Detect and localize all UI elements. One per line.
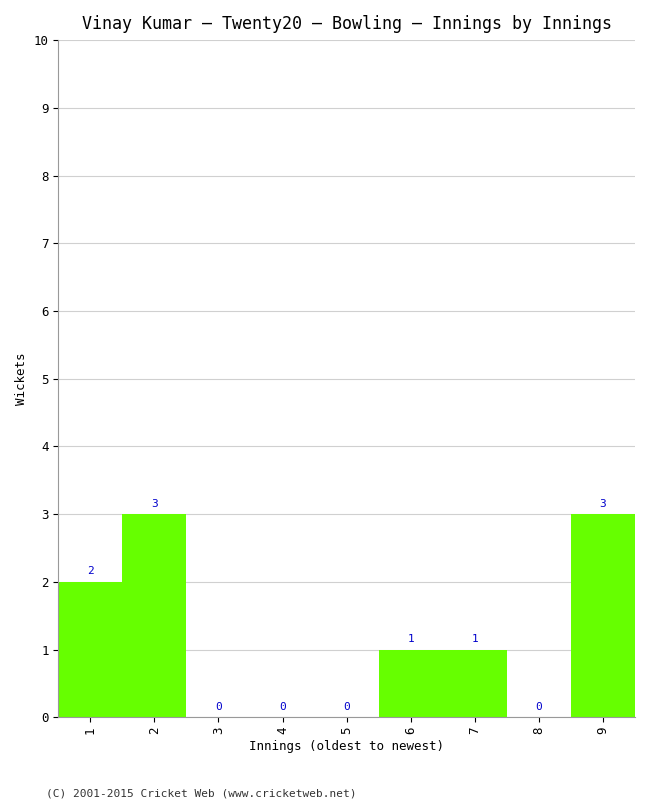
- Text: 0: 0: [215, 702, 222, 712]
- Text: 3: 3: [151, 498, 158, 509]
- Title: Vinay Kumar – Twenty20 – Bowling – Innings by Innings: Vinay Kumar – Twenty20 – Bowling – Innin…: [82, 15, 612, 33]
- Bar: [443, 650, 507, 718]
- Text: 1: 1: [471, 634, 478, 644]
- Bar: [58, 582, 122, 718]
- Text: 1: 1: [408, 634, 414, 644]
- Text: 0: 0: [343, 702, 350, 712]
- X-axis label: Innings (oldest to newest): Innings (oldest to newest): [249, 740, 444, 753]
- Text: (C) 2001-2015 Cricket Web (www.cricketweb.net): (C) 2001-2015 Cricket Web (www.cricketwe…: [46, 788, 356, 798]
- Bar: [379, 650, 443, 718]
- Bar: [571, 514, 635, 718]
- Text: 3: 3: [599, 498, 606, 509]
- Text: 0: 0: [536, 702, 542, 712]
- Bar: [122, 514, 187, 718]
- Y-axis label: Wickets: Wickets: [15, 353, 28, 405]
- Text: 2: 2: [87, 566, 94, 576]
- Text: 0: 0: [280, 702, 286, 712]
